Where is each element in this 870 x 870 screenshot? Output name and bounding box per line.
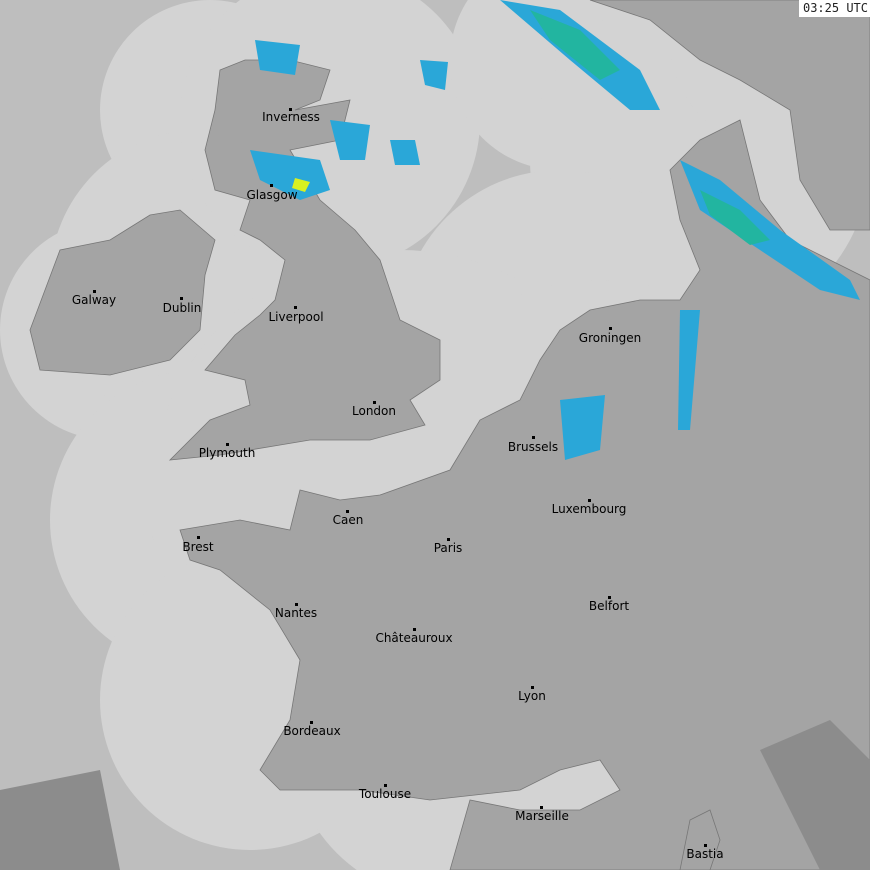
city-label-brussels: Brussels <box>507 440 559 454</box>
city-label-glasgow: Glasgow <box>246 188 298 202</box>
ireland <box>29 209 216 376</box>
city-marker-dot <box>270 184 273 187</box>
city-marker-dot <box>413 628 416 631</box>
city-label-marseille: Marseille <box>515 809 569 823</box>
city-marker-dot <box>294 306 297 309</box>
city-label-inverness: Inverness <box>262 110 320 124</box>
city-marker-dot <box>447 538 450 541</box>
city-marker-dot <box>289 108 292 111</box>
city-marker-dot <box>609 327 612 330</box>
city-label-groningen: Groningen <box>578 331 642 345</box>
city-marker-dot <box>346 510 349 513</box>
city-marker-dot <box>197 536 200 539</box>
city-marker-dot <box>295 603 298 606</box>
city-label-london: London <box>352 404 396 418</box>
radar-echoes <box>250 0 860 460</box>
city-marker-dot <box>532 436 535 439</box>
city-label-plymouth: Plymouth <box>198 446 256 460</box>
city-marker-dot <box>608 596 611 599</box>
land-outside-coverage <box>0 720 870 870</box>
city-marker-dot <box>704 844 707 847</box>
city-label-belfort: Belfort <box>588 599 630 613</box>
city-label-caen: Caen <box>332 513 364 527</box>
city-marker-dot <box>588 499 591 502</box>
city-label-lyon: Lyon <box>518 689 546 703</box>
city-label-brest: Brest <box>182 540 214 554</box>
city-marker-dot <box>384 784 387 787</box>
city-label-toulouse: Toulouse <box>358 787 412 801</box>
city-label-nantes: Nantes <box>274 606 318 620</box>
city-marker-dot <box>540 806 543 809</box>
city-label-luxembourg: Luxembourg <box>551 502 627 516</box>
city-marker-dot <box>226 443 229 446</box>
city-label-bordeaux: Bordeaux <box>283 724 341 738</box>
city-marker-dot <box>531 686 534 689</box>
city-label-galway: Galway <box>71 293 117 307</box>
city-marker-dot <box>373 401 376 404</box>
city-marker-dot <box>180 297 183 300</box>
city-label-liverpool: Liverpool <box>268 310 324 324</box>
land <box>29 0 870 870</box>
city-label-paris: Paris <box>433 541 463 555</box>
scandinavia <box>589 0 870 231</box>
timestamp-label: 03:25 UTC <box>798 0 870 17</box>
corsica <box>679 809 721 870</box>
great-britain <box>168 59 441 461</box>
city-label-dublin: Dublin <box>162 301 202 315</box>
city-marker-dot <box>93 290 96 293</box>
city-marker-dot <box>310 721 313 724</box>
city-label-chateauroux: Châteauroux <box>375 631 453 645</box>
city-label-bastia: Bastia <box>686 847 724 861</box>
